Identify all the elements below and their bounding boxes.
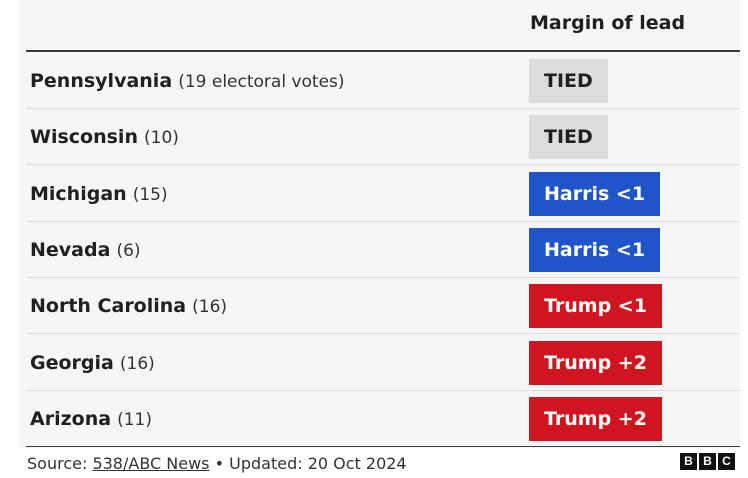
state-name: Arizona (30, 407, 112, 430)
source-label: Source: (27, 454, 88, 473)
source: Source: 538/ABC News • Updated: 20 Oct 2… (27, 454, 407, 473)
logo-letter: C (718, 453, 735, 470)
row-separator (26, 333, 740, 335)
bottom-rule (26, 446, 740, 447)
state-name: North Carolina (30, 295, 187, 318)
state-cell: Wisconsin (10) (30, 109, 179, 166)
state-name: Michigan (30, 182, 127, 205)
row: Nevada (6) Harris <1 (26, 222, 740, 278)
state-name: Pennsylvania (30, 70, 173, 92)
lead-badge: TIED (529, 59, 608, 103)
lead-badge: Harris <1 (529, 171, 661, 216)
state-cell: Michigan (15) (30, 166, 168, 223)
state-name: Georgia (30, 351, 114, 374)
row-separator (26, 276, 740, 278)
lead-badge: Trump +2 (529, 396, 662, 441)
lead-badge: Harris <1 (529, 227, 661, 272)
state-cell: Arizona (11) (30, 391, 152, 448)
state-name: Nevada (30, 238, 111, 261)
row: North Carolina (16) Trump <1 (26, 278, 740, 335)
row-separator (26, 220, 740, 222)
state-name: Wisconsin (30, 126, 138, 149)
state-cell: Nevada (6) (30, 222, 141, 279)
logo-letter: B (680, 453, 697, 470)
row-separator (26, 108, 740, 109)
electoral-votes: (6) (116, 240, 141, 261)
row-separator (26, 389, 740, 391)
row: Georgia (16) Trump +2 (26, 335, 740, 391)
state-cell: Georgia (16) (30, 335, 155, 392)
row: Arizona (11) Trump +2 (26, 391, 740, 447)
updated: • Updated: 20 Oct 2024 (214, 454, 407, 473)
lead-badge: TIED (529, 115, 608, 160)
state-cell: North Carolina (16) (30, 278, 227, 335)
row-separator (26, 164, 740, 166)
lead-badge: Trump <1 (529, 284, 662, 329)
row: Wisconsin (10) TIED (26, 109, 740, 166)
lead-badge: Trump +2 (529, 340, 662, 385)
electoral-votes: (16) (192, 297, 228, 318)
state-cell: Pennsylvania (19 electoral votes) (30, 53, 345, 110)
electoral-votes: (15) (132, 184, 168, 205)
electoral-votes: (11) (117, 409, 152, 430)
header-rule (26, 50, 740, 52)
source-link[interactable]: 538/ABC News (92, 454, 210, 473)
row: Pennsylvania (19 electoral votes) TIED (26, 53, 740, 109)
electoral-votes: (16) (119, 353, 155, 374)
column-header: Margin of lead (530, 12, 686, 34)
electoral-votes: (19 electoral votes) (178, 72, 345, 92)
electoral-votes: (10) (144, 128, 179, 149)
row: Michigan (15) Harris <1 (26, 166, 740, 222)
logo-letter: B (699, 453, 716, 470)
